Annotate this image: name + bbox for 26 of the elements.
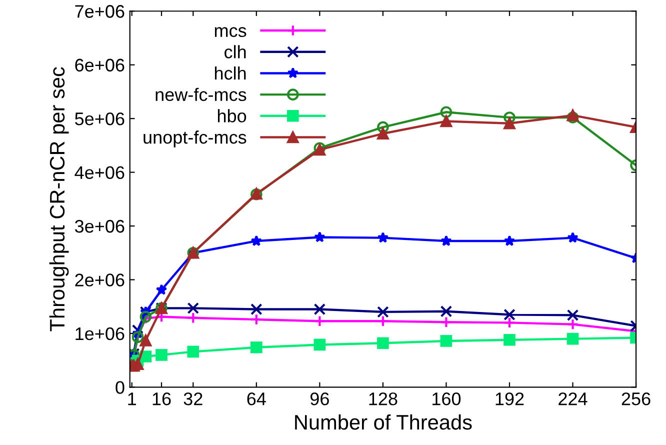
x-tick-label: 256 (622, 392, 650, 406)
legend-label: clh (224, 45, 246, 58)
x-tick-label: 128 (369, 392, 398, 406)
y-tick-label: 7e+06 (75, 5, 124, 18)
y-tick-label: 2e+06 (75, 274, 124, 286)
x-tick-label: 64 (247, 392, 266, 406)
y-tick-label: 0 (116, 381, 124, 394)
legend-label: hbo (218, 109, 246, 122)
x-axis-title: Number of Threads (295, 414, 472, 430)
x-tick-label: 96 (310, 392, 329, 406)
x-tick-label: 1 (128, 392, 136, 406)
y-tick-label: 6e+06 (75, 58, 124, 72)
legend-label: new-fc-mcs (156, 88, 246, 102)
x-tick-label: 32 (184, 392, 202, 406)
x-tick-label: 224 (558, 392, 588, 406)
y-tick-label: 3e+06 (74, 220, 124, 233)
legend-label: hclh (214, 66, 246, 80)
y-tick-label: 5e+06 (75, 112, 124, 126)
y-axis-title: Throughput CR-nCR per sec (49, 67, 69, 332)
legend-label: unopt-fc-mcs (144, 130, 246, 148)
x-tick-label: 16 (152, 392, 171, 406)
x-tick-label: 192 (496, 392, 524, 406)
y-tick-label: 1e+06 (76, 327, 124, 340)
legend-label: mcs (214, 27, 246, 38)
y-tick-label: 4e+06 (74, 166, 124, 179)
x-tick-label: 160 (432, 392, 461, 406)
